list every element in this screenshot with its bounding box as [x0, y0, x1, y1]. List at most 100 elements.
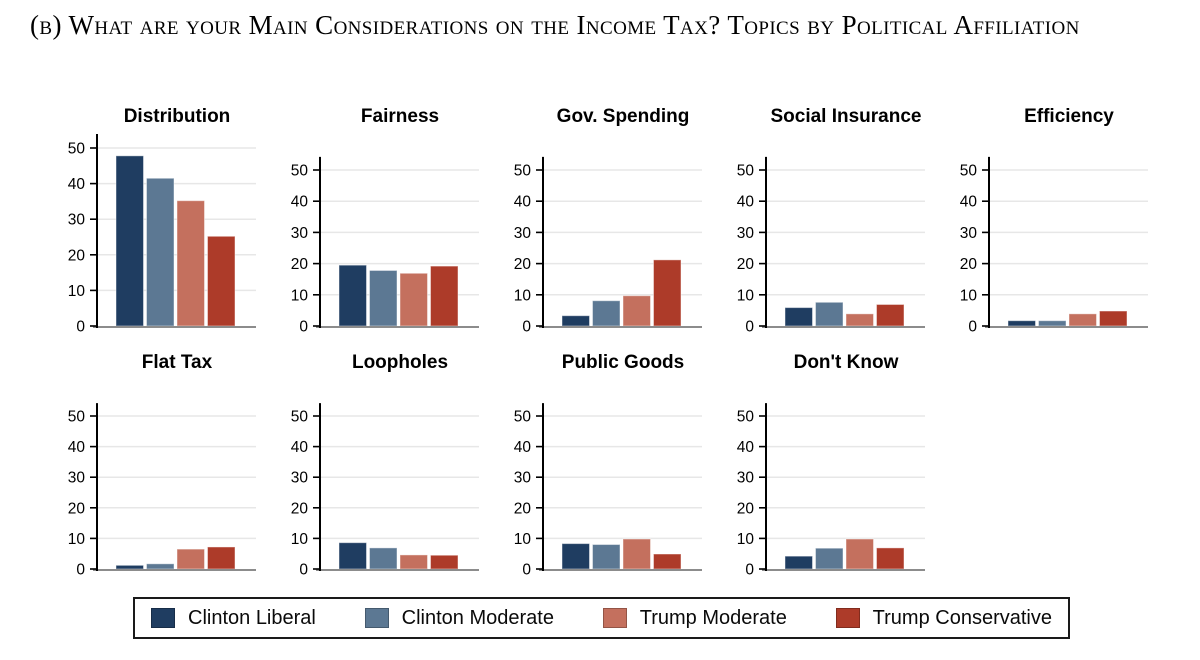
legend-swatch-clinton-moderate: [364, 608, 389, 628]
y-tick-label: 20: [737, 256, 755, 273]
bar-trump-moderate: [399, 554, 428, 570]
y-tick-label: 20: [291, 500, 309, 517]
bar-clinton-moderate: [592, 300, 621, 327]
subplot-title: Fairness: [360, 106, 440, 127]
bar-plot: 0 10 20 30 40 50: [960, 156, 1148, 336]
subplot-title: Loopholes: [351, 352, 449, 373]
y-tick-label: 20: [514, 256, 532, 273]
y-tick-label: 40: [68, 439, 86, 456]
bar-trump-conservative: [876, 547, 905, 570]
legend-item-trump-moderate: Trump Moderate: [602, 606, 787, 630]
legend-item-clinton-liberal: Clinton Liberal: [151, 607, 316, 630]
legend-item-clinton-moderate: Clinton Moderate: [364, 606, 554, 630]
bar-trump-conservative: [430, 265, 459, 327]
bar-trump-conservative: [207, 546, 236, 570]
y-tick-label: 20: [291, 256, 309, 273]
bar-trump-moderate: [176, 200, 205, 327]
y-tick-label: 0: [745, 562, 754, 579]
y-tick-label: 10: [291, 531, 309, 548]
y-tick-label: 50: [291, 163, 309, 180]
y-tick-label: 30: [291, 225, 309, 242]
bar-trump-conservative: [207, 235, 236, 327]
y-tick-label: 0: [76, 319, 85, 336]
bar-clinton-liberal: [784, 555, 813, 570]
y-tick-label: 30: [68, 470, 86, 487]
bar-clinton-moderate: [146, 177, 175, 327]
bar-plot: 0 10 20 30 40 50: [68, 134, 256, 336]
bar-trump-moderate: [622, 295, 651, 327]
subplot-title: Public Goods: [561, 352, 685, 373]
subplot-title: Don't Know: [793, 352, 899, 373]
bar-plot: 0 10 20 30 40 50: [291, 156, 479, 336]
y-tick-label: 20: [68, 500, 86, 517]
bar-plot: 0 10 20 30 40 50: [514, 156, 702, 336]
subplot-title: Efficiency: [1024, 106, 1114, 127]
bar-clinton-moderate: [815, 301, 844, 327]
y-tick-label: 50: [291, 409, 309, 426]
bar-plot: 0 10 20 30 40 50: [737, 156, 925, 336]
bar-trump-conservative: [653, 259, 682, 327]
y-tick-label: 0: [522, 319, 531, 336]
bar-trump-conservative: [1099, 310, 1128, 327]
y-tick-label: 0: [299, 319, 308, 336]
y-tick-label: 0: [745, 319, 754, 336]
y-tick-label: 20: [960, 256, 978, 273]
y-tick-label: 50: [514, 163, 532, 180]
bar-clinton-liberal: [561, 315, 590, 327]
bar-trump-moderate: [1068, 313, 1097, 327]
y-tick-label: 30: [514, 225, 532, 242]
y-tick-label: 40: [291, 439, 309, 456]
legend-label: Clinton Moderate: [401, 606, 554, 629]
y-tick-label: 20: [737, 500, 755, 517]
bar-trump-moderate: [399, 272, 428, 327]
y-tick-label: 30: [737, 225, 755, 242]
bar-clinton-moderate: [369, 547, 398, 570]
subplot-title: Flat Tax: [141, 352, 213, 373]
y-tick-label: 40: [291, 194, 309, 211]
y-tick-label: 40: [737, 439, 755, 456]
subplot-title: Distribution: [123, 106, 231, 127]
y-tick-label: 0: [522, 562, 531, 579]
y-tick-label: 10: [737, 287, 755, 304]
y-tick-label: 40: [737, 194, 755, 211]
subplot-title: Social Insurance: [770, 106, 922, 127]
bar-trump-moderate: [176, 548, 205, 570]
legend-item-trump-conservative: Trump Conservative: [835, 606, 1052, 630]
bar-trump-moderate: [622, 538, 651, 570]
subplot-title: Gov. Spending: [556, 106, 690, 127]
y-tick-label: 50: [68, 409, 86, 426]
bar-trump-conservative: [876, 303, 905, 327]
legend-label: Trump Moderate: [639, 606, 787, 629]
bar-clinton-liberal: [784, 307, 813, 327]
bar-clinton-liberal: [338, 542, 367, 570]
bar-trump-conservative: [430, 554, 459, 570]
y-tick-label: 10: [737, 531, 755, 548]
bar-plot: 0 10 20 30 40 50: [68, 403, 256, 579]
bar-clinton-moderate: [815, 547, 844, 570]
y-tick-label: 30: [960, 225, 978, 242]
y-tick-label: 0: [299, 562, 308, 579]
bar-trump-moderate: [845, 313, 874, 327]
y-tick-label: 0: [968, 319, 977, 336]
legend-swatch-clinton-liberal: [151, 608, 175, 628]
bar-clinton-liberal: [561, 543, 590, 570]
y-tick-label: 0: [76, 562, 85, 579]
bar-plot: 0 10 20 30 40 50: [291, 403, 479, 579]
bar-trump-moderate: [845, 538, 874, 570]
legend-swatch-trump-conservative: [835, 608, 860, 628]
bar-clinton-moderate: [146, 563, 175, 570]
bar-clinton-moderate: [1038, 320, 1067, 327]
bar-plot: 0 10 20 30 40 50: [514, 403, 702, 579]
bar-clinton-liberal: [338, 264, 367, 327]
y-tick-label: 40: [514, 439, 532, 456]
legend-label: Trump Conservative: [872, 606, 1052, 629]
y-tick-label: 50: [737, 163, 755, 180]
y-tick-label: 10: [68, 283, 86, 300]
y-tick-label: 40: [68, 176, 86, 193]
y-tick-label: 40: [960, 194, 978, 211]
legend-label: Clinton Liberal: [188, 606, 316, 629]
legend-swatch-trump-moderate: [602, 608, 627, 628]
y-tick-label: 30: [737, 470, 755, 487]
bar-clinton-moderate: [369, 269, 398, 327]
